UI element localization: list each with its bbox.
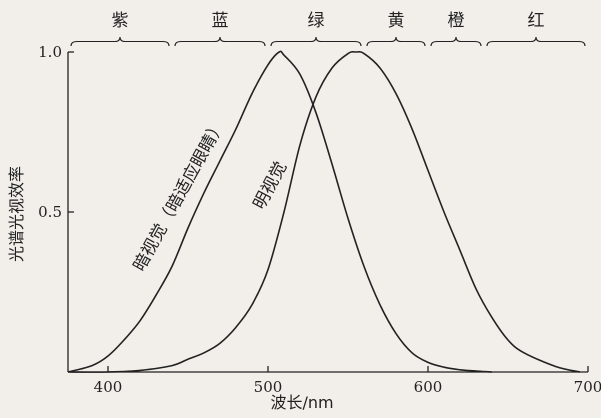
band-label-5: 红 xyxy=(528,11,545,31)
axes-group xyxy=(67,52,588,373)
y-tick-label-0.5: 0.5 xyxy=(38,203,62,221)
scotopic-curve xyxy=(67,50,493,373)
series-label-scotopic: 暗视觉（暗适应眼睛） xyxy=(130,116,230,274)
x-axis-title: 波长/nm xyxy=(270,393,333,412)
x-tick-label-400: 400 xyxy=(94,378,123,396)
color-band-group: 紫蓝绿黄橙红 xyxy=(70,11,586,47)
x-tick-label-600: 600 xyxy=(414,378,443,396)
band-label-4: 橙 xyxy=(448,11,465,31)
band-brace-1 xyxy=(174,36,266,47)
y-tick-label-1.0: 1.0 xyxy=(38,43,62,61)
tick-group: 400 500 600 700 0.5 1.0 xyxy=(38,43,601,396)
y-axis-title: 光谱光视效率 xyxy=(7,166,26,262)
band-label-1: 蓝 xyxy=(212,11,229,31)
band-brace-4 xyxy=(430,36,482,47)
photopic-curve xyxy=(67,50,581,373)
x-tick-label-500: 500 xyxy=(254,378,283,396)
band-brace-2 xyxy=(270,36,362,47)
band-label-2: 绿 xyxy=(308,11,325,31)
band-brace-3 xyxy=(366,36,426,47)
band-brace-5 xyxy=(486,36,586,47)
band-label-3: 黄 xyxy=(388,11,405,31)
series-group xyxy=(67,50,581,373)
x-tick-label-700: 700 xyxy=(574,378,601,396)
label-group: 波长/nm 光谱光视效率 暗视觉（暗适应眼睛） 明视觉 xyxy=(7,116,334,412)
band-brace-0 xyxy=(70,36,170,47)
band-label-0: 紫 xyxy=(112,11,129,31)
